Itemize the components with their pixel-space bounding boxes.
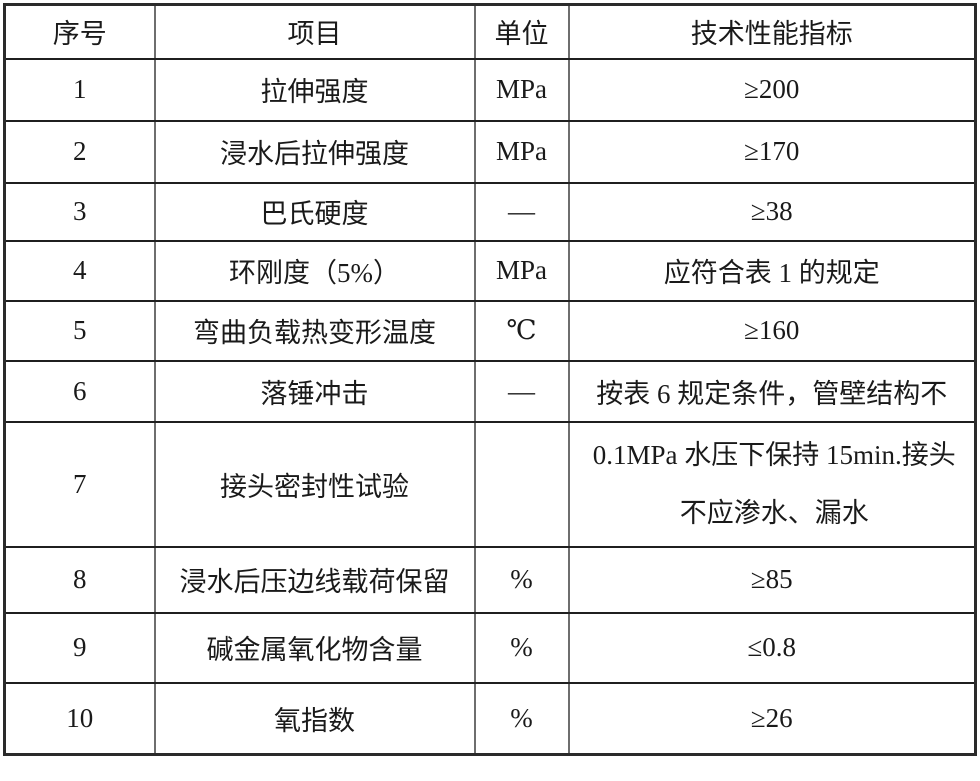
indicator-cell: ≥160 <box>567 299 977 362</box>
indicator-cell: 0.1MPa 水压下保持 15min.接头 不应渗水、漏水 <box>567 420 977 548</box>
serial-cell: 1 <box>3 57 156 122</box>
table-row: 2 浸水后拉伸强度 MPa ≥170 <box>3 119 977 184</box>
col-header-indicator: 技术性能指标 <box>567 3 977 60</box>
item-cell: 拉伸强度 <box>153 57 476 122</box>
table-row: 8 浸水后压边线载荷保留 % ≥85 <box>3 545 977 614</box>
serial-cell: 3 <box>3 181 156 242</box>
item-cell: 落锤冲击 <box>153 359 476 423</box>
unit-cell: — <box>473 359 570 423</box>
col-header-item: 项目 <box>153 3 476 60</box>
table-row: 10 氧指数 % ≥26 <box>3 681 977 756</box>
serial-cell: 8 <box>3 545 156 614</box>
header-row: 序号 项目 单位 技术性能指标 <box>3 3 977 60</box>
unit-cell: % <box>473 611 570 684</box>
unit-cell: % <box>473 681 570 756</box>
table-row: 3 巴氏硬度 — ≥38 <box>3 181 977 242</box>
serial-cell: 9 <box>3 611 156 684</box>
table-row: 6 落锤冲击 — 按表 6 规定条件，管壁结构不 <box>3 359 977 423</box>
indicator-cell: ≥170 <box>567 119 977 184</box>
serial-cell: 4 <box>3 239 156 302</box>
indicator-cell: ≥200 <box>567 57 977 122</box>
indicator-cell: ≥38 <box>567 181 977 242</box>
serial-cell: 6 <box>3 359 156 423</box>
col-header-unit: 单位 <box>473 3 570 60</box>
unit-cell <box>473 420 570 548</box>
serial-cell: 2 <box>3 119 156 184</box>
item-cell: 浸水后压边线载荷保留 <box>153 545 476 614</box>
table-row: 9 碱金属氧化物含量 % ≤0.8 <box>3 611 977 684</box>
item-cell: 碱金属氧化物含量 <box>153 611 476 684</box>
item-cell: 弯曲负载热变形温度 <box>153 299 476 362</box>
unit-cell: MPa <box>473 119 570 184</box>
unit-cell: — <box>473 181 570 242</box>
table-row: 5 弯曲负载热变形温度 ℃ ≥160 <box>3 299 977 362</box>
table-row: 7 接头密封性试验 0.1MPa 水压下保持 15min.接头 不应渗水、漏水 <box>3 420 977 548</box>
item-cell: 氧指数 <box>153 681 476 756</box>
indicator-cell: ≥85 <box>567 545 977 614</box>
serial-cell: 5 <box>3 299 156 362</box>
unit-cell: ℃ <box>473 299 570 362</box>
serial-cell: 10 <box>3 681 156 756</box>
item-cell: 巴氏硬度 <box>153 181 476 242</box>
document-page: 序号 项目 单位 技术性能指标 1 拉伸强度 MPa ≥200 2 浸水后拉伸强… <box>3 3 977 756</box>
unit-cell: MPa <box>473 57 570 122</box>
table-row: 4 环刚度（5%） MPa 应符合表 1 的规定 <box>3 239 977 302</box>
serial-cell: 7 <box>3 420 156 548</box>
unit-cell: % <box>473 545 570 614</box>
indicator-cell: 按表 6 规定条件，管壁结构不 <box>567 359 977 423</box>
item-cell: 接头密封性试验 <box>153 420 476 548</box>
indicator-cell: 应符合表 1 的规定 <box>567 239 977 302</box>
spec-table: 序号 项目 单位 技术性能指标 1 拉伸强度 MPa ≥200 2 浸水后拉伸强… <box>3 3 977 756</box>
unit-cell: MPa <box>473 239 570 302</box>
item-cell: 环刚度（5%） <box>153 239 476 302</box>
indicator-cell: ≤0.8 <box>567 611 977 684</box>
col-header-no: 序号 <box>3 3 156 60</box>
table-row: 1 拉伸强度 MPa ≥200 <box>3 57 977 122</box>
indicator-cell: ≥26 <box>567 681 977 756</box>
item-cell: 浸水后拉伸强度 <box>153 119 476 184</box>
